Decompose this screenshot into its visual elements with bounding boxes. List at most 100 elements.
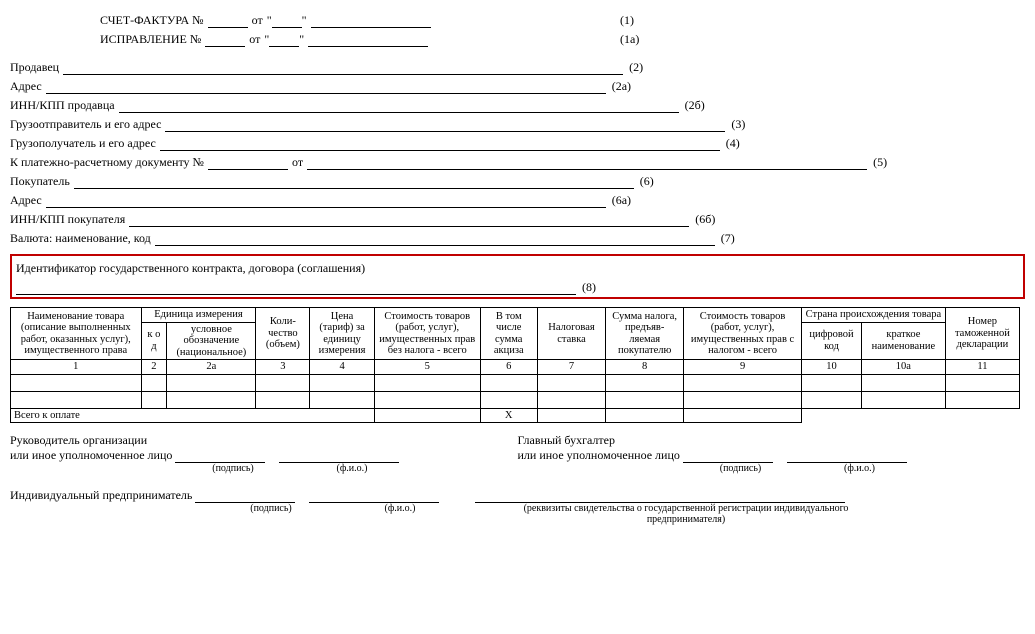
field-row: ИНН/КПП продавца (2б): [10, 95, 1025, 113]
table-header: Номер таможенной декларации: [945, 308, 1019, 360]
highlight-label: Идентификатор государственного контракта…: [16, 261, 369, 276]
cap-sign-3: (подпись): [221, 503, 321, 514]
highlight-underline: [16, 280, 576, 295]
field-ref: (6б): [689, 212, 725, 227]
field-underline: [119, 98, 679, 113]
field-row: Адрес (2а): [10, 76, 1025, 94]
field-underline: [160, 136, 720, 151]
table-colnum: 4: [310, 360, 374, 375]
field-row: К платежно-расчетному документу № от (5): [10, 152, 1025, 170]
table-colnum: 10: [802, 360, 862, 375]
total-x: Х: [480, 408, 537, 423]
field-row: Продавец (2): [10, 57, 1025, 75]
highlight-ref: (8): [576, 280, 612, 295]
fields-block: Продавец (2) Адрес (2а) ИНН/КПП продавца (2б)…: [10, 57, 1025, 246]
table-header: Наименование товара (описание выполненны…: [11, 308, 142, 360]
field-underline: [307, 155, 867, 170]
table-header: к о д: [141, 322, 167, 360]
field-underline: [129, 212, 689, 227]
field-underline: [63, 60, 623, 75]
table-header: Сумма налога, предъяв- ляемая покупателю: [606, 308, 684, 360]
table-row: [11, 391, 1020, 408]
invoice-label: СЧЕТ-ФАКТУРА №: [100, 13, 208, 28]
correction-label: ИСПРАВЛЕНИЕ №: [100, 32, 205, 47]
field-ref: (2): [623, 60, 659, 75]
field-label: Адрес: [10, 193, 46, 208]
field-ref: (5): [867, 155, 903, 170]
table-colnum: 10а: [861, 360, 945, 375]
signatures-block: Руководитель организации или иное уполно…: [10, 433, 1025, 525]
ot-1: от: [248, 13, 267, 28]
head-org-label: Руководитель организации: [10, 433, 147, 447]
field-ref: (3): [725, 117, 761, 132]
field-label: Адрес: [10, 79, 46, 94]
table-total-row: Всего к оплате Х: [11, 408, 1020, 423]
other-person-2: или иное уполномоченное лицо: [518, 448, 680, 462]
table-colnum: 5: [374, 360, 480, 375]
field-row: Адрес (6а): [10, 190, 1025, 208]
correction-row: ИСПРАВЛЕНИЕ № от " " (1а): [100, 29, 650, 47]
table-colnum: 8: [606, 360, 684, 375]
header-block: СЧЕТ-ФАКТУРА № от " " (1) ИСПРАВЛЕНИЕ № …: [100, 10, 1025, 47]
field-ref: (2б): [679, 98, 715, 113]
field-ref: (2а): [606, 79, 642, 94]
cap-sign-2: (подпись): [696, 463, 786, 474]
invoice-num-blank: [208, 13, 248, 28]
field-underline: [74, 174, 634, 189]
field-ref: (6а): [606, 193, 642, 208]
table-header: Цена (тариф) за единицу измерения: [310, 308, 374, 360]
field-label: К платежно-расчетному документу №: [10, 155, 208, 170]
table-colnum: 2а: [167, 360, 256, 375]
table-row: [11, 374, 1020, 391]
table-colnum: 2: [141, 360, 167, 375]
invoice-ref: (1): [614, 13, 650, 28]
field-ref: (6): [634, 174, 670, 189]
table-header: условное обозначение (национальное): [167, 322, 256, 360]
table-header: Страна происхождения товара: [802, 308, 946, 323]
field-row: Покупатель (6): [10, 171, 1025, 189]
field-underline: [165, 117, 725, 132]
total-label: Всего к оплате: [11, 408, 375, 423]
other-person-1: или иное уполномоченное лицо: [10, 448, 172, 462]
cap-req: (реквизиты свидетельства о государственн…: [501, 503, 871, 525]
field-underline: [155, 231, 715, 246]
field-label: ИНН/КПП покупателя: [10, 212, 129, 227]
field-row: Грузоотправитель и его адрес (3): [10, 114, 1025, 132]
field-row: Валюта: наименование, код(7): [10, 228, 1025, 246]
sig-left: Руководитель организации или иное уполно…: [10, 433, 518, 478]
table-header: Стоимость товаров (работ, услуг), имущес…: [684, 308, 802, 360]
table-colnum: 3: [256, 360, 310, 375]
correction-num-blank: [205, 32, 245, 47]
table-header: Стоимость товаров (работ, услуг), имущес…: [374, 308, 480, 360]
correction-ref: (1а): [614, 32, 650, 47]
q-close-2: ": [299, 32, 304, 47]
table-colnum: 9: [684, 360, 802, 375]
table-header: Коли- чество (объем): [256, 308, 310, 360]
field-row: Грузополучатель и его адрес(4): [10, 133, 1025, 151]
field-mid: от: [288, 155, 307, 170]
table-colnum: 1: [11, 360, 142, 375]
field-underline: [46, 79, 606, 94]
invoice-row: СЧЕТ-ФАКТУРА № от " " (1): [100, 10, 650, 28]
chief-acc-label: Главный бухгалтер: [518, 433, 615, 447]
field-label: Продавец: [10, 60, 63, 75]
table-header: Единица измерения: [141, 308, 256, 323]
cap-fio-1: (ф.и.о.): [292, 463, 412, 474]
highlight-row-1: Идентификатор государственного контракта…: [16, 258, 1019, 276]
field-label: Грузоотправитель и его адрес: [10, 117, 165, 132]
table-colnum: 6: [480, 360, 537, 375]
highlight-row-2: (8): [16, 277, 1019, 295]
cap-sign-1: (подпись): [188, 463, 278, 474]
table-header: Налоговая ставка: [537, 308, 605, 360]
main-table: Наименование товара (описание выполненны…: [10, 307, 1020, 423]
field-underline: [46, 193, 606, 208]
field-row: ИНН/КПП покупателя (6б): [10, 209, 1025, 227]
ip-row: Индивидуальный предприниматель (подпись)…: [10, 488, 1025, 525]
field-ref: (4): [720, 136, 756, 151]
field-label: ИНН/КПП продавца: [10, 98, 119, 113]
table-colnum: 11: [945, 360, 1019, 375]
field-label: Покупатель: [10, 174, 74, 189]
cap-fio-3: (ф.и.о.): [335, 503, 465, 514]
cap-fio-2: (ф.и.о.): [800, 463, 920, 474]
field-label: Валюта: наименование, код: [10, 231, 155, 246]
